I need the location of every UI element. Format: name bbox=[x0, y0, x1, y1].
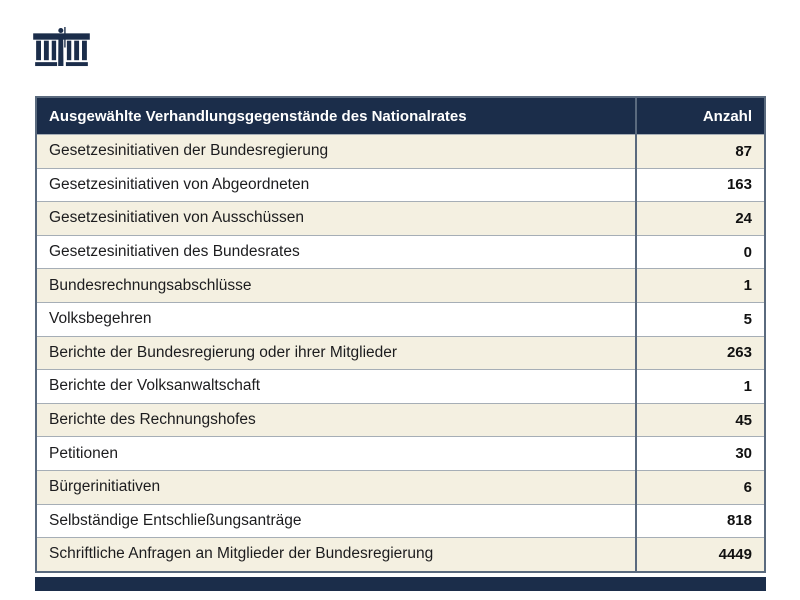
row-label: Selbständige Entschließungsanträge bbox=[36, 503, 636, 538]
row-label: Volksbegehren bbox=[36, 301, 636, 337]
table-body: Gesetzesinitiativen der Bundesregierung 8… bbox=[36, 134, 765, 572]
row-label: Gesetzesinitiativen des Bundesrates bbox=[36, 234, 636, 269]
table-row: Petitionen 30 bbox=[36, 436, 765, 471]
table-row: Bundesrechnungsabschlüsse 1 bbox=[36, 268, 765, 303]
table-row: Berichte der Volksanwaltschaft 1 bbox=[36, 369, 765, 404]
row-value: 30 bbox=[635, 436, 765, 471]
row-label: Bürgerinitiativen bbox=[36, 469, 636, 505]
table-row: Volksbegehren 5 bbox=[36, 301, 765, 337]
table-header-count: Anzahl bbox=[635, 97, 765, 135]
row-label: Gesetzesinitiativen der Bundesregierung bbox=[36, 134, 636, 169]
row-value: 163 bbox=[635, 167, 765, 202]
row-label: Berichte der Bundesregierung oder ihrer … bbox=[36, 335, 636, 370]
row-value: 1 bbox=[635, 268, 765, 303]
row-label: Berichte des Rechnungshofes bbox=[36, 402, 636, 437]
row-value: 24 bbox=[635, 201, 765, 236]
table-row: Selbständige Entschließungsanträge 818 bbox=[36, 503, 765, 538]
negotiation-items-table: Ausgewählte Verhandlungsgegenstände des … bbox=[35, 96, 766, 573]
table-row: Gesetzesinitiativen von Abgeordneten 163 bbox=[36, 167, 765, 202]
row-label: Gesetzesinitiativen von Abgeordneten bbox=[36, 167, 636, 202]
table-row: Berichte der Bundesregierung oder ihrer … bbox=[36, 335, 765, 370]
row-value: 6 bbox=[635, 469, 765, 505]
row-value: 4449 bbox=[635, 537, 765, 572]
table-row: Gesetzesinitiativen des Bundesrates 0 bbox=[36, 234, 765, 269]
table-row: Gesetzesinitiativen von Ausschüssen 24 bbox=[36, 201, 765, 236]
row-value: 87 bbox=[635, 134, 765, 169]
row-label: Berichte der Volksanwaltschaft bbox=[36, 369, 636, 404]
row-label: Gesetzesinitiativen von Ausschüssen bbox=[36, 201, 636, 236]
row-value: 263 bbox=[635, 335, 765, 370]
table-header-items: Ausgewählte Verhandlungsgegenstände des … bbox=[36, 97, 636, 135]
table-row: Gesetzesinitiativen der Bundesregierung 8… bbox=[36, 134, 765, 169]
table-row: Berichte des Rechnungshofes 45 bbox=[36, 402, 765, 437]
footer-accent-bar bbox=[35, 577, 766, 591]
table-header-row: Ausgewählte Verhandlungsgegenstände des … bbox=[36, 97, 765, 135]
row-label: Bundesrechnungsabschlüsse bbox=[36, 268, 636, 303]
row-value: 818 bbox=[635, 503, 765, 538]
row-value: 1 bbox=[635, 369, 765, 404]
row-label: Petitionen bbox=[36, 436, 636, 471]
row-label: Schriftliche Anfragen an Mitglieder der … bbox=[36, 537, 636, 572]
row-value: 5 bbox=[635, 301, 765, 337]
row-value: 0 bbox=[635, 234, 765, 269]
row-value: 45 bbox=[635, 402, 765, 437]
parliament-building-icon bbox=[33, 27, 90, 67]
table-row: Bürgerinitiativen 6 bbox=[36, 469, 765, 505]
table-row: Schriftliche Anfragen an Mitglieder der … bbox=[36, 537, 765, 572]
